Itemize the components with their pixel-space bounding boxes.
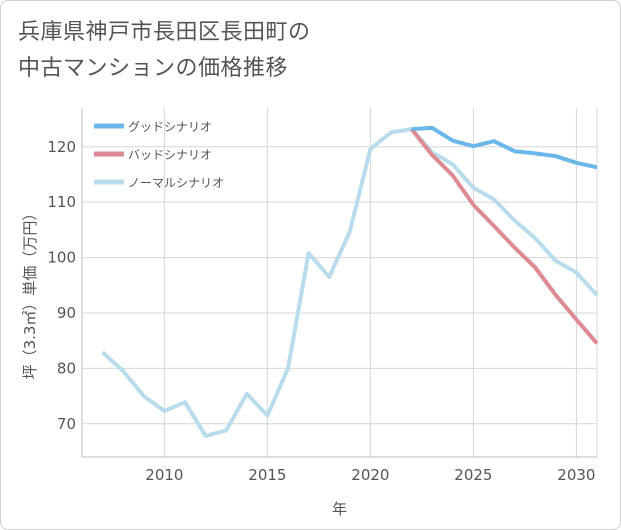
x-tick-label: 2015 <box>248 466 286 484</box>
legend-label: グッドシナリオ <box>128 120 212 134</box>
series-line-2 <box>101 127 599 438</box>
series-line-1 <box>410 127 599 345</box>
x-axis-label: 年 <box>332 500 347 518</box>
chart-title: 兵庫県神戸市長田区長田町の 中古マンションの価格推移 <box>18 15 438 87</box>
series-layer <box>101 125 599 438</box>
x-tick-label: 2030 <box>557 466 595 484</box>
y-axis-label: 坪（3.3㎡）単価（万円） <box>21 206 39 380</box>
chart-title-line-1: 兵庫県神戸市長田区長田町の <box>18 20 311 45</box>
chart-title-line-2: 中古マンションの価格推移 <box>18 56 289 81</box>
tick-labels: 70 80 90 100 110 120 2010 2015 2020 2025 2030 <box>47 138 595 484</box>
series-line-0 <box>411 125 598 170</box>
y-tick-label: 110 <box>47 193 76 211</box>
y-tick-label: 120 <box>47 138 76 156</box>
x-tick-label: 2010 <box>145 466 183 484</box>
x-tick-label: 2025 <box>454 466 492 484</box>
x-tick-label: 2020 <box>351 466 389 484</box>
y-tick-label: 90 <box>57 304 76 322</box>
y-tick-label: 70 <box>57 415 76 433</box>
y-tick-label: 100 <box>47 249 76 267</box>
legend-label: バッドシナリオ <box>128 148 212 162</box>
legend-label: ノーマルシナリオ <box>128 176 224 190</box>
y-tick-label: 80 <box>57 359 76 377</box>
